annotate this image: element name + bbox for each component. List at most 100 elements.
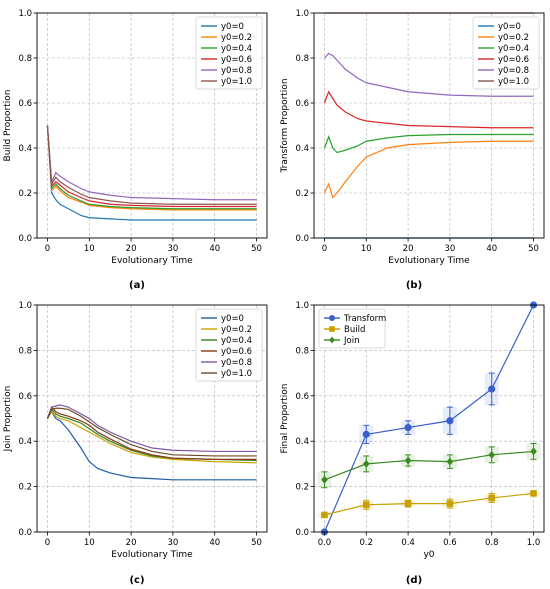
y-tick-label: 0.6 <box>295 99 309 109</box>
series-line <box>46 125 257 210</box>
y-axis-label: Join Proportion <box>3 386 13 453</box>
series-1 <box>46 410 257 464</box>
data-point <box>530 447 537 456</box>
legend-item: y0=0 <box>201 22 244 32</box>
x-tick-label: 0 <box>322 244 327 254</box>
series-line <box>46 125 257 211</box>
series-5 <box>46 125 257 205</box>
legend-box <box>195 308 263 382</box>
y-tick-label: 0.6 <box>18 392 32 402</box>
legend-item: y0=0.2 <box>201 33 252 43</box>
series-2 <box>317 442 541 489</box>
y-tick-label: 0.0 <box>295 528 309 538</box>
axes-frame <box>36 12 268 239</box>
legend: y0=0y0=0.2y0=0.4y0=0.6y0=0.8y0=1.0 <box>195 16 263 90</box>
x-tick-label: 0.8 <box>485 538 499 548</box>
legend-marker <box>329 315 335 321</box>
x-tick-label: 40 <box>486 244 497 254</box>
series-5 <box>46 407 257 457</box>
series-line <box>324 450 534 481</box>
data-point <box>404 500 412 507</box>
chart-panel-3: 0 10 20 30 40 50 0.0 0.2 0.4 0.6 0.8 1.0 Evolutionar… <box>3 301 268 560</box>
series-3 <box>323 90 534 129</box>
data-point <box>446 457 454 466</box>
x-tick-label: 10 <box>361 244 372 254</box>
x-tick-label: 0.0 <box>318 538 332 548</box>
legend-label: y0=0.6 <box>498 55 529 65</box>
legend-label: y0=0.2 <box>498 33 529 43</box>
x-axis-label: Evolutionary Time <box>111 256 193 266</box>
series-line <box>323 133 534 154</box>
series-line <box>324 52 534 97</box>
legend: y0=0y0=0.2y0=0.4y0=0.6y0=0.8y0=1.0 <box>195 308 263 382</box>
series-1 <box>317 490 541 519</box>
x-axis-label: Evolutionary Time <box>388 256 470 266</box>
legend-label: y0=0.6 <box>221 347 252 357</box>
data-point <box>530 490 537 497</box>
data-point <box>362 501 370 509</box>
x-tick-label: 20 <box>403 244 414 254</box>
legend-marker <box>329 336 335 344</box>
series-3 <box>46 406 257 460</box>
series-line <box>324 492 534 516</box>
y-tick-label: 0.2 <box>295 483 309 493</box>
series-1 <box>46 125 257 211</box>
axes-frame <box>36 304 268 533</box>
series-4 <box>46 404 257 453</box>
legend-label: Build <box>344 325 365 335</box>
y-tick-label: 0.6 <box>295 392 309 402</box>
x-tick-label: 0 <box>45 538 50 548</box>
data-point <box>446 417 454 425</box>
series-1 <box>323 140 534 199</box>
legend-item: y0=0.4 <box>201 44 252 54</box>
y-tick-label: 0.2 <box>18 189 32 199</box>
x-tick-label: 0.4 <box>401 538 415 548</box>
legend-marker <box>329 326 335 332</box>
y-tick-label: 1.0 <box>18 9 32 19</box>
chart-panel-1: 0 10 20 30 40 50 0.0 0.2 0.4 0.6 0.8 1.0 Evolutionar… <box>3 9 268 266</box>
legend-item: y0=0 <box>478 22 521 32</box>
legend-item: Transform <box>324 314 386 324</box>
x-tick-label: 30 <box>167 538 178 548</box>
y-tick-label: 1.0 <box>295 301 309 311</box>
y-tick-label: 0.4 <box>18 437 32 447</box>
legend-label: y0=0.2 <box>221 325 252 335</box>
x-tick-label: 0.2 <box>360 538 374 548</box>
legend-item: y0=0 <box>201 314 244 324</box>
series-line <box>46 125 257 208</box>
legend-label: y0=1.0 <box>221 369 252 379</box>
legend-label: y0=0.2 <box>221 33 252 43</box>
data-point <box>488 450 496 459</box>
legend-label: y0=0.4 <box>498 44 529 54</box>
chart-panel-4: 0.0 0.2 0.4 0.6 0.8 1.0 0.0 0.2 0.4 0.6 0.8 1.0 y0 Fi… <box>280 301 545 560</box>
panel-a-caption: (a) <box>129 280 145 291</box>
series-2 <box>323 133 534 154</box>
legend-item: y0=1.0 <box>201 369 252 379</box>
legend-box <box>318 308 386 349</box>
legend-item: y0=0.8 <box>478 66 529 76</box>
x-tick-label: 30 <box>444 244 455 254</box>
series-line <box>323 90 534 129</box>
series-line <box>46 408 257 462</box>
legend-item: Build <box>324 325 365 335</box>
data-point <box>488 385 496 393</box>
y-tick-label: 0.6 <box>18 99 32 109</box>
legend-item: y0=0.6 <box>201 55 252 65</box>
x-tick-label: 0 <box>45 244 50 254</box>
x-tick-label: 0.6 <box>443 538 457 548</box>
x-tick-label: 10 <box>84 538 95 548</box>
y-tick-label: 0.8 <box>295 346 309 356</box>
legend-label: y0=0.8 <box>498 66 529 76</box>
legend-item: y0=1.0 <box>478 77 529 87</box>
series-line <box>46 125 257 205</box>
legend-item: Join <box>324 336 359 346</box>
legend-label: y0=0.8 <box>221 66 252 76</box>
series-line <box>323 140 534 199</box>
legend-label: Join <box>343 336 359 346</box>
x-tick-label: 10 <box>84 244 95 254</box>
x-axis-label: Evolutionary Time <box>111 550 193 560</box>
x-tick-label: 20 <box>126 244 137 254</box>
legend-item: y0=0.6 <box>478 55 529 65</box>
series-line <box>46 410 257 464</box>
